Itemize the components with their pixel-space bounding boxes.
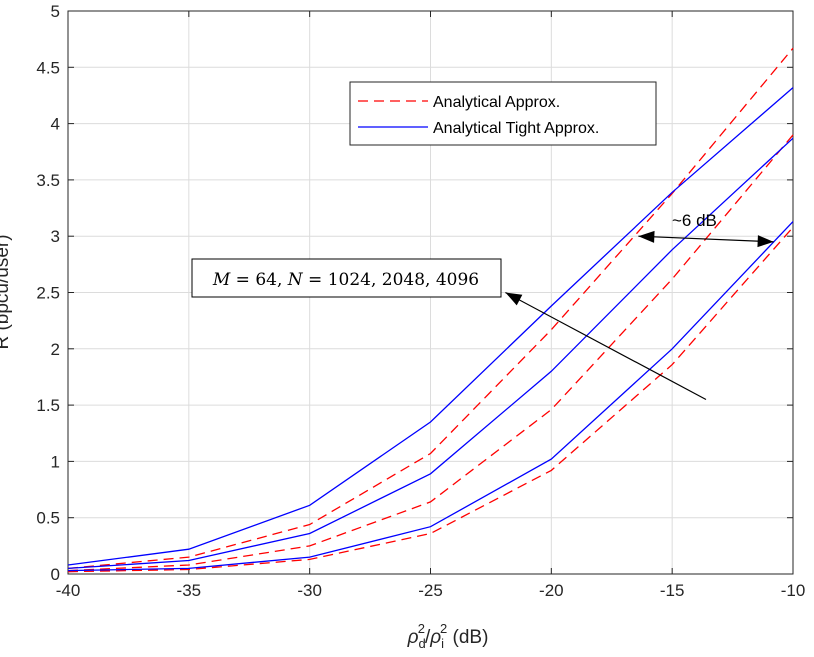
series-group [67, 47, 794, 573]
x-tick-label: -20 [539, 581, 564, 600]
y-tick-label: 2.5 [36, 284, 60, 303]
series-line-tight-2048 [67, 137, 794, 570]
x-label-sub-i: i [441, 636, 444, 651]
y-tick-label: 5 [51, 2, 60, 21]
x-tick-label: -35 [177, 581, 202, 600]
db-gap-arrowhead-left [638, 230, 655, 243]
axis-ticks: -40 -35 -30 -25 -20 -15 -10 0 0.5 1 1.5 2 2.5 3 3.5 4 4.… [36, 2, 805, 600]
annotation-m: M [212, 270, 231, 290]
annotation-box [191, 258, 502, 298]
y-tick-label: 4.5 [36, 58, 60, 77]
y-tick-label: 1 [51, 452, 60, 471]
y-tick-label: 2 [51, 340, 60, 359]
series-line-approx-1024 [67, 226, 794, 573]
annotations: M = 64, N = 1024, 2048, 4096 ~6 dB [191, 211, 774, 400]
y-tick-label: 0.5 [36, 509, 60, 528]
legend-box [349, 81, 657, 146]
db-gap-arrowhead-right [757, 235, 774, 248]
x-tick-label: -25 [418, 581, 443, 600]
series-line-tight-1024 [67, 221, 794, 572]
annotation-eq2: = 1024, 2048, 4096 [303, 270, 479, 290]
x-label-rho-i: ρ [429, 627, 441, 648]
x-axis-label: ρd2/ρi2 (dB) [407, 621, 489, 651]
y-axis-label: R (bpcu/user) [0, 234, 13, 349]
annotation-eq1: = 64, [230, 270, 288, 290]
x-label-unit: (dB) [447, 627, 488, 648]
legend-label-tight: Analytical Tight Approx. [433, 120, 599, 137]
legend-label-approx: Analytical Approx. [433, 94, 560, 111]
annotation-box-text: M = 64, N = 1024, 2048, 4096 [212, 270, 479, 290]
y-tick-label: 0 [51, 565, 60, 584]
n-direction-arrow [505, 291, 707, 400]
x-tick-label: -30 [297, 581, 322, 600]
x-label-sub-d: d [418, 636, 425, 651]
x-tick-label: -15 [660, 581, 685, 600]
x-label-slash: / [425, 627, 431, 648]
db-gap-label: ~6 dB [672, 211, 717, 230]
series-line-tight-4096 [67, 87, 794, 566]
x-tick-label: -40 [56, 581, 81, 600]
y-tick-label: 4 [51, 115, 60, 134]
y-tick-label: 3.5 [36, 171, 60, 190]
db-gap-arrow [638, 235, 774, 243]
series-line-approx-2048 [67, 134, 794, 572]
series-line-approx-4096 [67, 47, 794, 570]
x-label-sup-d: 2 [418, 621, 425, 636]
n-direction-arrowhead [505, 292, 523, 306]
x-tick-label: -10 [781, 581, 806, 600]
y-tick-label: 3 [51, 227, 60, 246]
legend: Analytical Approx. Analytical Tight Appr… [349, 81, 657, 146]
annotation-n: N [287, 270, 304, 290]
y-tick-label: 1.5 [36, 396, 60, 415]
x-label-sup-i: 2 [440, 621, 447, 636]
x-label-rho-d: ρ [407, 627, 419, 648]
